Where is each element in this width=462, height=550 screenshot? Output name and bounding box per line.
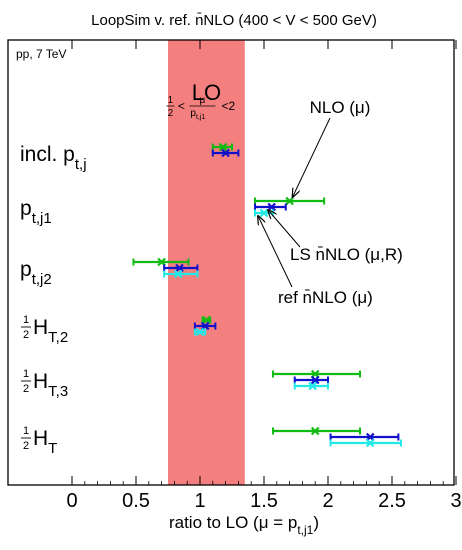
cond-half-num: 1 (168, 95, 174, 106)
cond-den-sub: t,j1 (196, 114, 205, 121)
category-label: pt,j2 (20, 258, 52, 288)
category-label-main: H (33, 427, 48, 450)
annotations: NLO (μ) LS n̄NLO (μ,R) ref n̄NLO (μ) (258, 98, 403, 307)
x-tick-label: 0.5 (122, 490, 150, 512)
category-label: pt,j1 (20, 197, 52, 227)
errorbar-lsnnlor (211, 148, 240, 158)
point-marker (310, 426, 320, 436)
half-numerator: 1 (23, 368, 29, 380)
category-label: HT,3 (33, 370, 68, 400)
point-marker (175, 263, 184, 273)
x-tick-label: 1 (194, 490, 205, 512)
x-tick-label: 3 (450, 490, 461, 512)
x-tick-label: 2.5 (378, 490, 406, 512)
x-axis: 0 0.5 1 1.5 2 2.5 3 (66, 40, 462, 512)
x-tick-label: 0 (66, 490, 77, 512)
annotation-label: NLO (μ) (310, 98, 371, 117)
half-denominator: 2 (23, 329, 29, 341)
annotation-arrow (268, 210, 301, 248)
errorbar-lsnnlor (329, 432, 400, 442)
point-marker (308, 381, 317, 391)
errorbar-nlo (132, 257, 190, 267)
annotation-arrow (258, 216, 293, 288)
category-label: HT (33, 427, 57, 457)
x-axis-label-sub: t,j1 (297, 523, 313, 537)
errorbar-refnnlo (163, 269, 199, 279)
half-numerator: 1 (23, 425, 29, 437)
point-marker (221, 148, 230, 158)
half-denominator: 2 (23, 383, 29, 395)
cond-lt: < (178, 99, 185, 113)
x-axis-label-main: ratio to LO (μ = p (169, 513, 297, 532)
category-label-sub: t,j1 (32, 210, 52, 227)
errorbar-nlo (271, 426, 361, 436)
process-label: pp, 7 TeV (16, 47, 66, 61)
cond-mu: μ (200, 95, 206, 106)
lo-band-label: LO (192, 80, 221, 105)
point-marker (365, 438, 375, 448)
category-label-sub: t,j (75, 156, 87, 173)
category-label: HT,2 (33, 316, 68, 346)
category-label-main: H (33, 316, 48, 339)
point-marker (202, 315, 211, 325)
category-label-sub: t,j2 (32, 271, 52, 288)
category-label-main: incl. p (20, 143, 75, 166)
point-marker (310, 375, 320, 385)
lo-band-condition: 12< μpt,j1<2 (166, 95, 236, 121)
errorbar-nlo (271, 369, 361, 379)
cond-den-p: p (190, 108, 196, 119)
annotation-label: ref n̄NLO (μ) (278, 288, 373, 307)
half-denominator: 2 (23, 440, 29, 452)
errorbar-nlo (211, 142, 233, 152)
category-label-sub: T (48, 440, 57, 457)
annotation-arrow (293, 117, 331, 197)
x-tick-label: 1.5 (250, 490, 278, 512)
plot-frame (7, 39, 455, 486)
half-numerator: 1 (23, 314, 29, 326)
errorbar-nlo (254, 196, 326, 206)
errorbar-refnnlo (193, 327, 207, 337)
annotation-label: LS n̄NLO (μ,R) (290, 245, 403, 264)
category-label-main: p (20, 197, 32, 220)
cond-lt-2: <2 (222, 99, 236, 113)
category-label-sub: T,3 (48, 383, 68, 400)
errorbar-lsnnlor (163, 263, 199, 273)
point-marker (195, 327, 205, 337)
category-label-main: p (20, 258, 32, 281)
point-marker (173, 269, 183, 279)
cond-half-den: 2 (168, 108, 174, 119)
point-marker (218, 142, 228, 152)
x-axis-label: ratio to LO (μ = pt,j1) (169, 513, 319, 537)
category-label-main: H (33, 370, 48, 393)
errorbar-lsnnlor (293, 375, 329, 385)
cond-den: pt,j1 (190, 108, 205, 121)
category-label-sub: T,2 (48, 329, 68, 346)
category-label: incl. pt,j (20, 143, 87, 173)
x-tick-label: 2 (322, 490, 333, 512)
errorbar-lsnnlor (254, 202, 287, 212)
x-axis-label-close: ) (313, 513, 319, 532)
errorbar-refnnlo (329, 438, 402, 448)
chart-title: LoopSim v. ref. n̄NLO (400 < V < 500 GeV… (91, 12, 377, 29)
point-marker (157, 257, 166, 267)
series-marks (132, 142, 402, 448)
errorbar-refnnlo (293, 381, 329, 391)
